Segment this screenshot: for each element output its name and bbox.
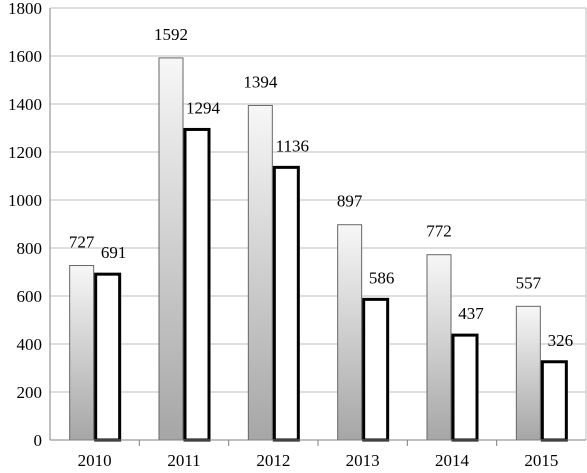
data-label-series2-2013: 586 — [369, 268, 395, 287]
y-tick-label-0: 0 — [34, 431, 43, 450]
data-label-series2-2015: 326 — [548, 331, 574, 350]
data-label-series1-2012: 1394 — [243, 72, 278, 91]
bar-series2-2012 — [272, 165, 300, 442]
bar-series2-2014 — [451, 333, 479, 442]
y-tick-label-1600: 1600 — [8, 47, 42, 66]
y-tick-label-1200: 1200 — [8, 143, 42, 162]
bar-series1-2010 — [69, 265, 95, 441]
gridlines — [50, 7, 587, 440]
data-label-series2-2010: 691 — [101, 243, 127, 262]
y-tick-label-200: 200 — [17, 383, 43, 402]
bar-series1-2011 — [158, 57, 184, 441]
data-label-series1-2014: 772 — [426, 222, 452, 241]
x-tick-label-2015: 2015 — [524, 451, 558, 470]
bar-series2-2011 — [183, 127, 211, 442]
y-tick-label-600: 600 — [17, 287, 43, 306]
x-tick-label-2010: 2010 — [78, 451, 112, 470]
bar-series1-2013 — [337, 224, 363, 441]
y-tick-label-1000: 1000 — [8, 191, 42, 210]
y-tick-label-1800: 1800 — [8, 0, 42, 18]
bar-series2-2013 — [362, 297, 390, 442]
data-label-series1-2010: 727 — [69, 233, 95, 252]
data-label-series1-2015: 557 — [516, 273, 542, 292]
bar-series2-2010 — [94, 272, 122, 442]
x-tick-label-2013: 2013 — [346, 451, 380, 470]
data-label-series2-2014: 437 — [458, 304, 484, 323]
bar-series2-2015 — [540, 360, 568, 442]
axes: 0 200 400 600 800 1000 1200 1400 1600 1800 2010 201… — [8, 0, 586, 470]
data-label-series2-2012: 1136 — [276, 136, 309, 155]
bar-series1-2015 — [515, 305, 541, 441]
y-tick-label-400: 400 — [17, 335, 43, 354]
x-tick-label-2011: 2011 — [167, 451, 200, 470]
x-tick-label-2012: 2012 — [256, 451, 290, 470]
x-tick-label-2014: 2014 — [435, 451, 470, 470]
bar-series1-2012 — [247, 104, 273, 441]
y-tick-label-800: 800 — [17, 239, 43, 258]
data-label-series1-2013: 897 — [337, 192, 363, 211]
bar-series1-2014 — [426, 254, 452, 441]
y-tick-label-1400: 1400 — [8, 95, 42, 114]
data-labels: 727 691 1592 1294 1394 1136 897 586 772 437 557 326 — [69, 25, 573, 350]
bars — [69, 57, 568, 442]
data-label-series1-2011: 1592 — [154, 25, 188, 44]
data-label-series2-2011: 1294 — [186, 98, 221, 117]
